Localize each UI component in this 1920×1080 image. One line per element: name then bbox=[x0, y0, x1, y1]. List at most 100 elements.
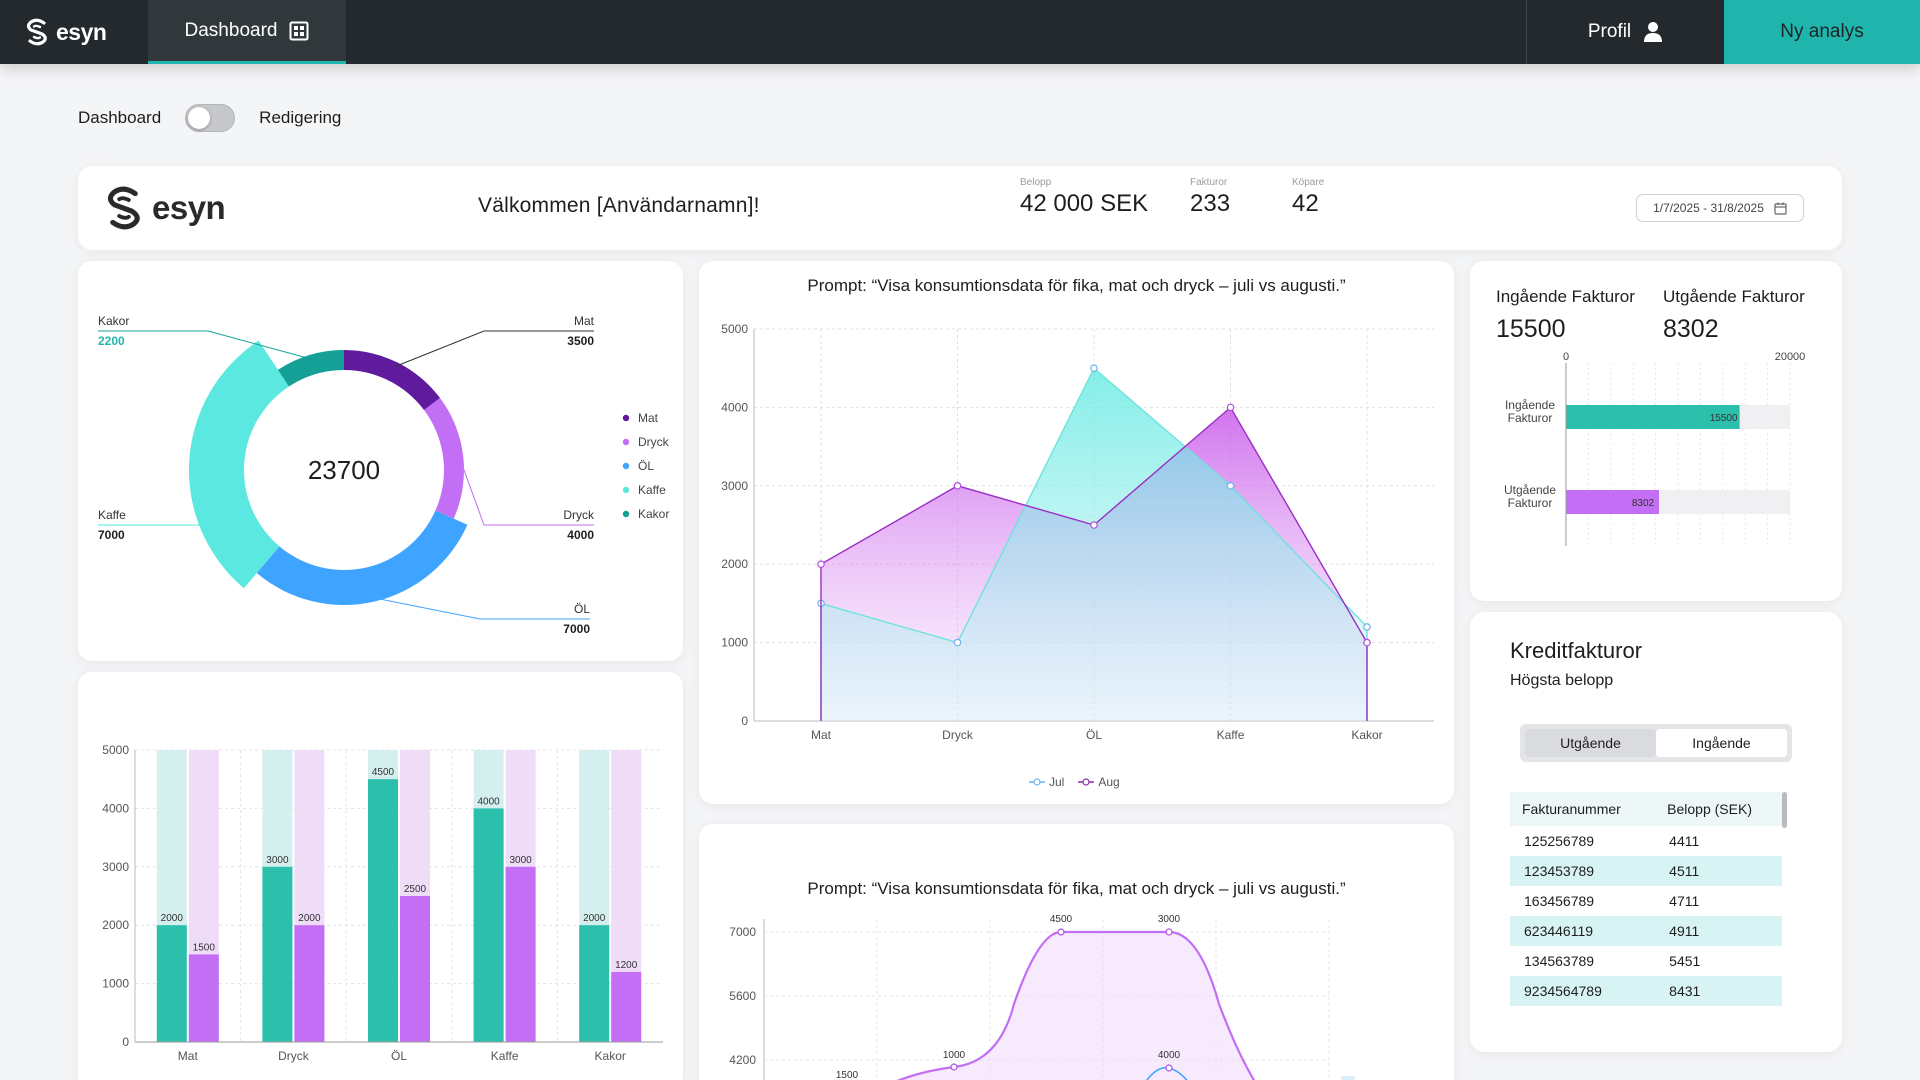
mode-toggle-switch[interactable] bbox=[185, 104, 236, 132]
bar-value-label: 2500 bbox=[404, 884, 427, 895]
x-tick-label: Mat bbox=[811, 728, 832, 742]
user-icon bbox=[1644, 22, 1663, 42]
y-tick-label: 5600 bbox=[729, 989, 756, 1003]
line-chart: 4200 5600 7000 1500 1000 4500 3000 4000 bbox=[729, 914, 1355, 1080]
y-tick-label: 4200 bbox=[729, 1053, 756, 1067]
incoming-invoices-value: 15500 bbox=[1496, 315, 1566, 343]
profile-label: Profil bbox=[1587, 21, 1632, 42]
area-chart-title: Prompt: “Visa konsumtionsdata för fika, … bbox=[807, 276, 1346, 295]
x-tick-label: Kakor bbox=[595, 1049, 626, 1063]
x-tick-label: Kakor bbox=[1351, 728, 1382, 742]
x-tick-label: ÖL bbox=[1086, 728, 1102, 742]
tab-dashboard[interactable]: Dashboard bbox=[148, 0, 346, 64]
bar-value-label: 1500 bbox=[193, 942, 216, 953]
bar-series-2 bbox=[611, 971, 642, 1042]
amount-cell: 4411 bbox=[1669, 833, 1700, 849]
callout-line-öl bbox=[373, 597, 590, 620]
area-chart-card: Prompt: “Visa konsumtionsdata för fika, … bbox=[699, 261, 1454, 804]
donut-slice-kakor bbox=[277, 350, 344, 387]
invoice-number-cell: 125256789 bbox=[1524, 833, 1595, 849]
data-point-jul bbox=[953, 638, 962, 647]
y-tick-label: 2000 bbox=[721, 557, 748, 571]
amount-cell: 4911 bbox=[1655, 916, 1782, 946]
date-range-picker[interactable]: 1/7/2025 - 31/8/2025 bbox=[1636, 194, 1804, 222]
direction-segmented-control: Utgående Ingående bbox=[1520, 724, 1792, 762]
callout-label-kaffe: Kaffe bbox=[98, 508, 126, 522]
outgoing-invoices-value: 8302 bbox=[1663, 315, 1719, 343]
stat-buyers: Köpare 42 bbox=[1292, 177, 1324, 218]
table-row[interactable]: 163456789 4711 bbox=[1510, 886, 1782, 916]
date-range-text: 1/7/2025 - 31/8/2025 bbox=[1653, 201, 1764, 215]
credit-invoices-table: Fakturanummer Belopp (SEK) 125256789 4411… bbox=[1510, 792, 1782, 1006]
data-point bbox=[1165, 1064, 1173, 1072]
point-value-label: 1500 bbox=[836, 1070, 859, 1080]
outgoing-invoices-label: Utgående Fakturor bbox=[1663, 287, 1805, 306]
new-analysis-button[interactable]: Ny analys bbox=[1724, 0, 1920, 64]
data-point-jul bbox=[1226, 482, 1235, 490]
data-point-jul bbox=[1090, 364, 1098, 373]
y-tick-label: 3000 bbox=[721, 479, 748, 493]
point-value-label: 4000 bbox=[1158, 1050, 1181, 1061]
toggle-label-editing: Redigering bbox=[259, 108, 342, 127]
bar-series-2 bbox=[400, 896, 430, 1042]
bar-value-label: 4500 bbox=[372, 767, 395, 778]
callout-value-kaffe: 7000 bbox=[98, 528, 125, 542]
x-tick-label: 0 bbox=[1563, 351, 1569, 363]
y-tick-label: 4000 bbox=[721, 400, 748, 414]
tab-dashboard-label: Dashboard bbox=[184, 19, 278, 41]
donut-center-total: 23700 bbox=[308, 455, 380, 485]
tab-incoming[interactable]: Ingående bbox=[1656, 729, 1787, 757]
amount-cell: 4711 bbox=[1669, 893, 1700, 909]
bar-series-1 bbox=[579, 925, 610, 1042]
data-point bbox=[1057, 928, 1065, 936]
line-series-aug bbox=[896, 930, 1256, 1080]
stat-invoices: Fakturor 233 bbox=[1190, 177, 1230, 218]
bar-series-1 bbox=[156, 925, 187, 1042]
callout-value-öl: 7000 bbox=[563, 622, 590, 636]
y-tick-label: 1000 bbox=[102, 977, 129, 991]
line-chart-title: Prompt: “Visa konsumtionsdata för fika, … bbox=[807, 879, 1346, 898]
table-row[interactable]: 123453789 4511 bbox=[1510, 856, 1782, 886]
x-tick-label: Kaffe bbox=[491, 1049, 519, 1063]
bar-value-label: 1200 bbox=[615, 960, 638, 971]
callout-line-dryck bbox=[458, 456, 594, 526]
column-header-invoice-number[interactable]: Fakturanummer bbox=[1510, 792, 1656, 826]
y-tick-label: 3000 bbox=[102, 860, 129, 874]
donut-chart-card: 23700 Mat 3500 Dryck 4000 ÖL 7000 Kaffe 7000 Kako… bbox=[78, 261, 683, 661]
y-category-label: Fakturor bbox=[1508, 496, 1553, 510]
welcome-header-card: esyn Välkommen [Användarnamn]! Belopp 42… bbox=[78, 166, 1842, 250]
tab-outgoing[interactable]: Utgående bbox=[1525, 729, 1656, 757]
credit-invoices-card: Kreditfakturor Högsta belopp Utgående In… bbox=[1470, 612, 1842, 1052]
data-point-aug bbox=[1363, 638, 1371, 647]
app-logo[interactable]: esyn bbox=[0, 0, 148, 64]
logo-text: esyn bbox=[56, 18, 107, 45]
profile-button[interactable]: Profil bbox=[1526, 0, 1724, 64]
callout-label-mat: Mat bbox=[574, 314, 595, 328]
y-category-label: Utgående bbox=[1504, 483, 1556, 497]
legend-item-aug[interactable]: Aug bbox=[1078, 775, 1120, 789]
bar-value-label: 15500 bbox=[1710, 413, 1738, 424]
invoice-number-cell: 163456789 bbox=[1524, 893, 1595, 909]
callout-label-öl: ÖL bbox=[574, 602, 590, 616]
column-header-amount[interactable]: Belopp (SEK) bbox=[1655, 792, 1782, 826]
table-row[interactable]: 134563789 5451 bbox=[1510, 946, 1782, 976]
x-tick-label: Dryck bbox=[278, 1049, 310, 1063]
table-row[interactable]: 9234564789 8431 bbox=[1510, 976, 1782, 1006]
table-row[interactable]: 623446119 4911 bbox=[1510, 916, 1782, 946]
esyn-logo-icon bbox=[107, 186, 140, 230]
bar-series-1 bbox=[368, 779, 398, 1042]
y-category-label: Ingående bbox=[1505, 398, 1555, 412]
x-tick-label: Kaffe bbox=[1217, 728, 1245, 742]
legend-swatch bbox=[1341, 1076, 1355, 1080]
legend-line-icon bbox=[1029, 778, 1045, 786]
table-row[interactable]: 125256789 4411 bbox=[1510, 826, 1782, 856]
donut-chart: 23700 Mat 3500 Dryck 4000 ÖL 7000 Kaffe 7000 Kako… bbox=[98, 314, 670, 636]
bar-value-label: 2000 bbox=[298, 913, 321, 924]
toggle-label-dashboard: Dashboard bbox=[78, 108, 162, 127]
bar-value-label: 2000 bbox=[161, 913, 184, 924]
legend-item-jul[interactable]: Jul bbox=[1029, 775, 1064, 789]
welcome-message: Välkommen [Användarnamn]! bbox=[478, 194, 760, 217]
legend-label-mat: Mat bbox=[638, 411, 659, 425]
table-scrollbar[interactable] bbox=[1782, 792, 1787, 828]
calendar-icon bbox=[1774, 202, 1787, 215]
